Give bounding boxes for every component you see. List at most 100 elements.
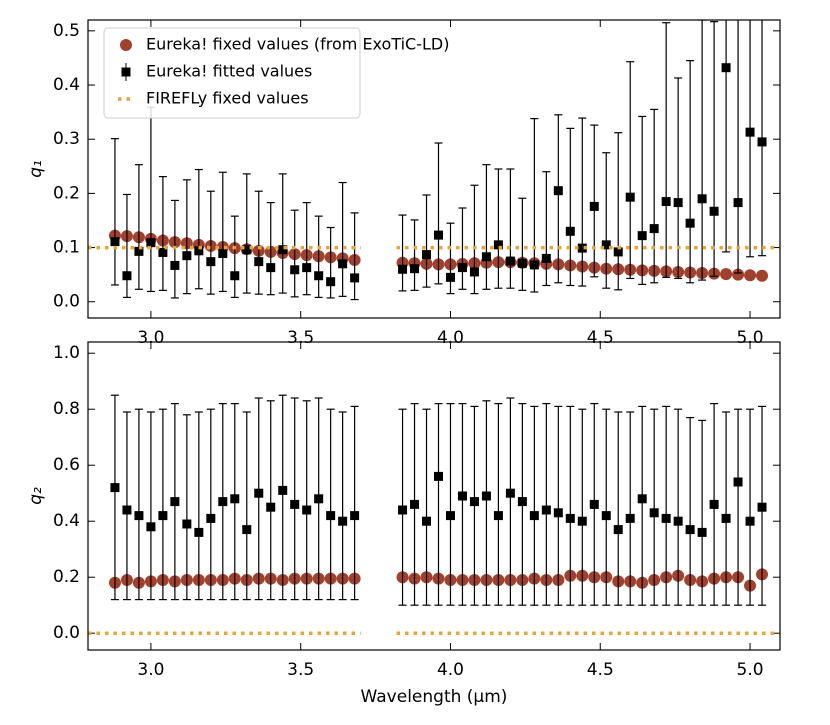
marker	[553, 508, 563, 518]
marker	[745, 127, 755, 137]
x-tick-label: 4.0	[437, 660, 464, 680]
marker	[601, 511, 611, 521]
marker	[398, 505, 408, 515]
marker	[685, 218, 695, 228]
marker	[732, 268, 745, 281]
marker	[338, 516, 348, 526]
marker	[625, 192, 635, 202]
marker	[505, 256, 515, 266]
marker	[553, 186, 563, 196]
marker	[721, 513, 731, 523]
y-tick-label: 0.4	[53, 75, 80, 95]
axes-frame	[87, 19, 781, 319]
marker	[170, 260, 180, 270]
y-tick-label: 0.5	[53, 21, 80, 41]
marker	[529, 511, 539, 521]
marker	[589, 201, 599, 211]
marker	[697, 527, 707, 537]
marker	[158, 511, 168, 521]
y-tick-label: 0.4	[53, 511, 80, 531]
marker	[541, 253, 551, 263]
marker	[254, 488, 264, 498]
marker	[481, 491, 491, 501]
legend-label: FIREFLy fixed values	[146, 89, 309, 108]
marker	[541, 505, 551, 515]
marker	[733, 477, 743, 487]
marker	[589, 499, 599, 509]
marker	[182, 519, 192, 529]
plot-area	[88, 394, 780, 635]
marker	[110, 237, 120, 247]
marker	[757, 137, 767, 147]
marker	[194, 246, 204, 256]
marker	[398, 264, 408, 274]
x-tick-label: 3.5	[287, 660, 314, 680]
marker	[206, 257, 216, 267]
marker	[338, 259, 348, 269]
x-tick-label: 4.0	[437, 328, 464, 348]
marker	[242, 525, 252, 535]
marker	[685, 525, 695, 535]
marker	[302, 505, 312, 515]
marker	[649, 224, 659, 234]
marker	[625, 513, 635, 523]
marker	[709, 499, 719, 509]
marker	[565, 513, 575, 523]
marker	[433, 230, 443, 240]
marker	[206, 513, 216, 523]
marker	[637, 231, 647, 241]
legend-frame	[103, 27, 361, 119]
marker	[134, 246, 144, 256]
marker	[601, 240, 611, 250]
marker	[493, 511, 503, 521]
marker	[709, 206, 719, 216]
marker	[194, 527, 204, 537]
marker	[661, 513, 671, 523]
marker	[493, 240, 503, 250]
marker	[314, 494, 324, 504]
marker	[720, 268, 733, 281]
marker	[326, 511, 336, 521]
marker	[266, 263, 276, 273]
x-tick-label: 3.5	[287, 328, 314, 348]
marker	[254, 257, 264, 267]
y-tick-label: 1.0	[53, 343, 80, 363]
y-axis-label: q₁	[26, 160, 46, 178]
marker	[565, 226, 575, 236]
legend-label: Eureka! fitted values	[146, 62, 312, 81]
marker	[290, 265, 300, 275]
marker	[278, 485, 288, 495]
marker	[278, 245, 288, 255]
panel: 3.0 3.5 4.0 4.5 5.0 0.0 0.1 0.2 0.3 0.4 0.5 q₁ Eurek…	[26, 19, 781, 348]
legend: Eureka! fixed values (from ExoTiC-LD) Eur…	[103, 27, 449, 119]
marker	[218, 249, 228, 259]
marker	[302, 263, 312, 273]
marker	[266, 502, 276, 512]
marker	[517, 497, 527, 507]
x-tick-label: 4.5	[587, 660, 614, 680]
x-tick-label: 3.0	[137, 328, 164, 348]
marker	[422, 516, 432, 526]
marker	[146, 238, 156, 248]
marker	[517, 258, 527, 268]
marker	[326, 277, 336, 287]
marker	[290, 499, 300, 509]
marker	[697, 194, 707, 204]
y-tick-label: 0.6	[53, 455, 80, 475]
marker	[182, 251, 192, 261]
axes-frame	[87, 341, 781, 651]
marker	[242, 245, 252, 255]
marker	[134, 511, 144, 521]
marker	[613, 247, 623, 257]
y-tick-label: 0.0	[53, 292, 80, 312]
marker	[230, 271, 240, 281]
marker	[673, 198, 683, 208]
marker	[146, 522, 156, 532]
marker	[721, 63, 731, 73]
marker	[481, 252, 491, 262]
x-tick-label: 3.0	[137, 660, 164, 680]
marker	[577, 243, 587, 253]
y-axis-label: q₂	[26, 487, 46, 505]
marker	[733, 198, 743, 208]
